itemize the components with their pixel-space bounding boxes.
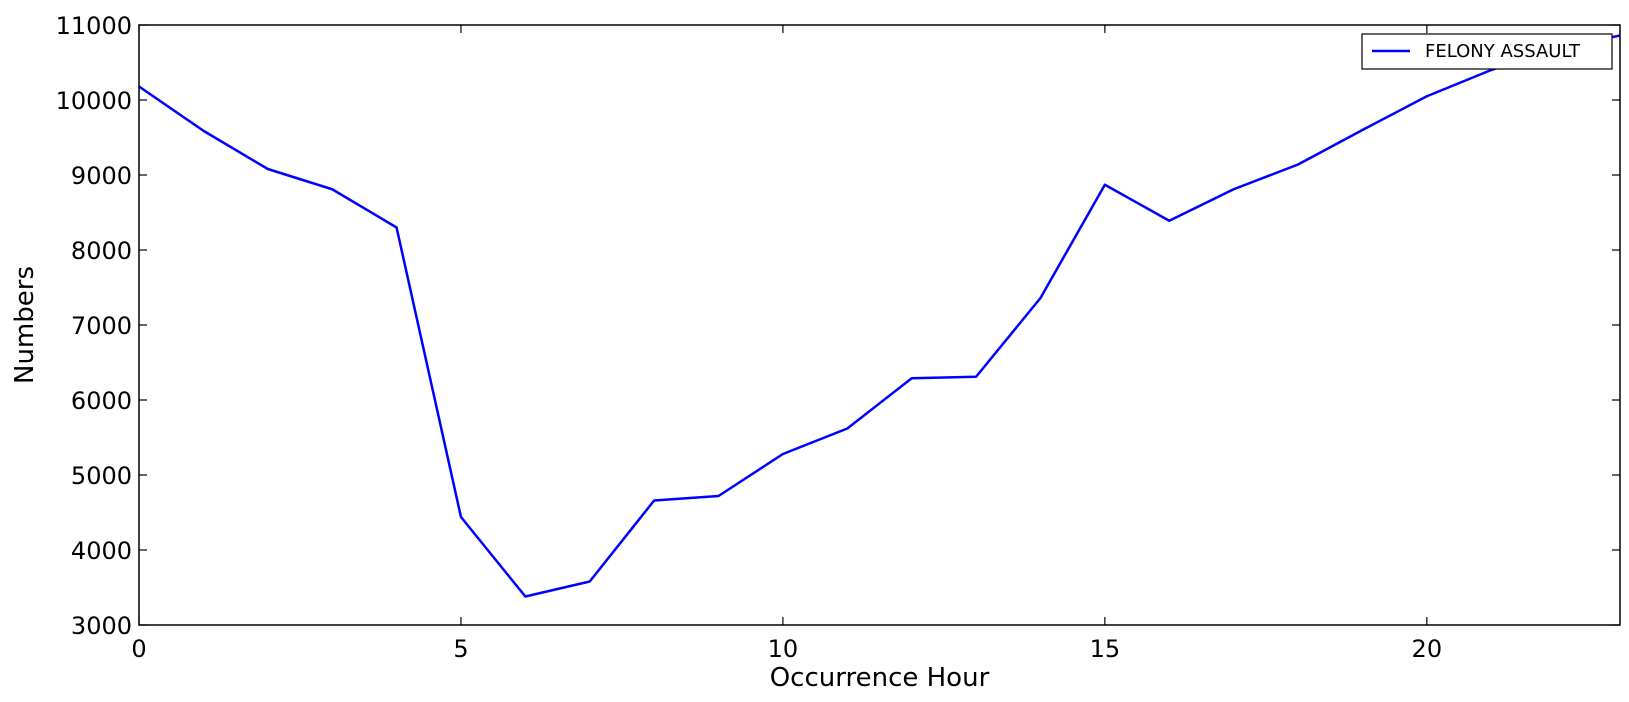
y-tick-label: 3000 — [71, 612, 132, 640]
x-tick-label: 10 — [768, 635, 799, 663]
y-tick-label: 5000 — [71, 462, 132, 490]
series-layer — [139, 34, 1620, 598]
y-tick-label: 4000 — [71, 537, 132, 565]
y-tick-label: 6000 — [71, 387, 132, 415]
legend: FELONY ASSAULT — [1361, 33, 1613, 70]
y-tick-label: 11000 — [56, 12, 132, 40]
x-tick-label: 15 — [1090, 635, 1121, 663]
x-axis-title: Occurrence Hour — [770, 663, 990, 693]
axis-tick-labels: 0 5 10 15 20 3000 4000 5000 6000 7000 8000 9000 1000… — [56, 12, 1442, 663]
x-tick-label: 0 — [131, 635, 146, 663]
y-tick-label: 9000 — [71, 162, 132, 190]
y-axis-title: Numbers — [10, 266, 40, 384]
y-tick-label: 10000 — [56, 87, 132, 115]
plot-frame — [138, 24, 1621, 626]
x-tick-label: 5 — [453, 635, 468, 663]
series-line-felony-assault — [139, 34, 1620, 598]
legend-label: FELONY ASSAULT — [1425, 41, 1581, 62]
y-tick-label: 7000 — [71, 312, 132, 340]
y-tick-label: 8000 — [71, 237, 132, 265]
x-tick-label: 20 — [1412, 635, 1443, 663]
